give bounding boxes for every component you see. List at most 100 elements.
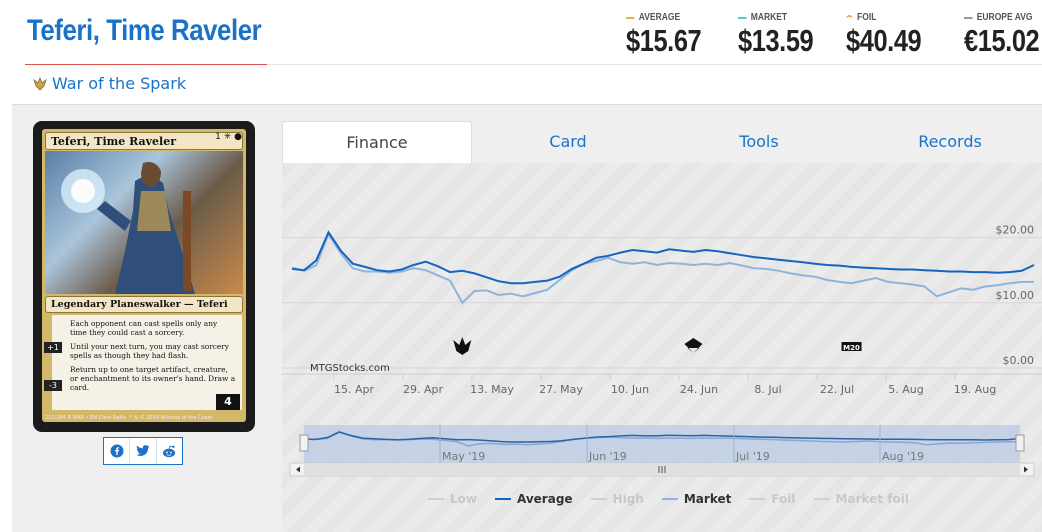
set-name-link[interactable]: War of the Spark — [52, 74, 187, 93]
navigator-line — [303, 431, 1021, 443]
x-tick-label: 5. Aug — [888, 383, 923, 396]
legend-item-low[interactable]: Low — [428, 492, 477, 506]
rules-static: Each opponent can cast spells only any t… — [70, 319, 218, 337]
x-tick-label: 8. Jul — [754, 383, 781, 396]
y-tick-label: $0.00 — [1003, 354, 1035, 367]
legend-swatch — [661, 498, 678, 500]
core-set-2020-icon[interactable]: M20 — [841, 342, 862, 352]
x-tick-label: 13. May — [470, 383, 514, 396]
card-frame: Teferi, Time Raveler 1 ✳ ● Legendary Pla… — [42, 129, 246, 422]
legend-label: Market — [683, 492, 732, 506]
series-line-market — [291, 232, 1034, 305]
facebook-icon — [110, 444, 124, 458]
price-value-foil: $40.49 — [846, 23, 922, 58]
legend-label: Market foil — [835, 492, 909, 506]
price-value-average: $15.67 — [626, 23, 702, 58]
card-title: Teferi, Time Raveler — [27, 14, 262, 47]
price-europe: EUROPE AVG €15.02 — [964, 12, 1042, 59]
navigator-tick-label: Jul '19 — [735, 450, 770, 463]
loyalty-minus: -3 — [44, 380, 62, 391]
legend-swatch — [428, 498, 444, 500]
legend-swatch — [749, 498, 766, 500]
rules-plus-one: Until your next turn, you may cast sorce… — [70, 342, 229, 360]
price-label-average: AVERAGE — [638, 12, 681, 23]
page-header: Teferi, Time Raveler War of the Spark AV… — [0, 0, 1042, 104]
navigator-selection[interactable] — [304, 425, 1020, 463]
modern-horizons-set-icon[interactable] — [684, 338, 703, 353]
x-tick-label: 10. Jun — [611, 383, 649, 396]
navigator-tick-label: May '19 — [442, 450, 485, 463]
price-label-europe: EUROPE AVG — [976, 12, 1033, 23]
legend-swatch — [590, 498, 607, 500]
card-image[interactable]: Teferi, Time Raveler 1 ✳ ● Legendary Pla… — [33, 121, 255, 432]
x-tick-label: 15. Apr — [334, 383, 374, 396]
x-tick-label: 29. Apr — [403, 383, 443, 396]
card-type-line: Legendary Planeswalker — Teferi — [45, 296, 243, 313]
navigator-line — [303, 431, 1020, 447]
header-divider — [267, 64, 1042, 65]
chart-watermark: MTGStocks.com — [310, 363, 390, 374]
price-chart-svg[interactable]: $20.00 $10.00 $0.00 MTGStocks.com 15. Apr 29.… — [282, 163, 1042, 532]
legend-swatch — [813, 498, 830, 500]
y-tick-label: $20.00 — [996, 224, 1035, 237]
card-name-line: Teferi, Time Raveler — [45, 132, 243, 150]
legend-item-market-foil[interactable]: Market foil — [813, 492, 909, 506]
tab-card[interactable]: Card — [549, 132, 587, 151]
series-line-average — [291, 230, 1035, 285]
rules-minus-three: Return up to one target artifact, creatu… — [70, 365, 236, 392]
twitter-icon — [136, 445, 150, 456]
price-average: AVERAGE $15.67 — [626, 12, 718, 59]
legend-item-market[interactable]: Market — [661, 492, 732, 506]
price-label-foil: FOIL — [857, 12, 877, 23]
starting-loyalty: 4 — [216, 394, 240, 410]
legend-label: Low — [450, 492, 477, 506]
scroll-left-arrow-icon[interactable] — [296, 466, 300, 473]
price-market: MARKET $13.59 — [738, 12, 830, 59]
loyalty-plus: +1 — [44, 342, 62, 353]
war-of-the-spark-set-icon[interactable] — [453, 337, 472, 355]
card-artwork — [45, 151, 243, 294]
market-dash — [738, 16, 747, 19]
set-icon-label: M20 — [843, 344, 860, 352]
legend-label: Foil — [771, 492, 796, 506]
price-value-europe: €15.02 — [964, 23, 1040, 58]
legend-item-average[interactable]: Average — [494, 492, 573, 506]
legend-swatch — [494, 498, 511, 500]
x-tick-label: 27. May — [539, 383, 583, 396]
tab-finance[interactable]: Finance — [282, 121, 472, 163]
chart-legend: Low Average High Market Foil Market foil — [428, 492, 909, 506]
legend-label: High — [612, 492, 644, 506]
set-link-row[interactable]: War of the Spark — [32, 74, 186, 93]
price-label-market: MARKET — [750, 12, 788, 23]
war-of-the-spark-set-icon — [33, 76, 47, 91]
price-value-market: $13.59 — [738, 23, 814, 58]
legend-item-high[interactable]: High — [590, 492, 644, 506]
price-summary: AVERAGE $15.67 MARKET $13.59 FOIL $40.49… — [0, 12, 1042, 62]
share-facebook-button[interactable] — [104, 438, 131, 464]
set-icon-shape — [684, 338, 703, 353]
share-reddit-button[interactable] — [157, 438, 182, 464]
set-icon-badge — [841, 342, 862, 351]
navigator-right-handle[interactable] — [1015, 434, 1025, 452]
price-foil: FOIL $40.49 — [846, 12, 938, 59]
x-tick-label: 22. Jul — [820, 383, 854, 396]
share-buttons — [103, 437, 183, 465]
share-twitter-button[interactable] — [130, 438, 157, 464]
y-tick-label: $10.00 — [996, 289, 1035, 302]
tab-records[interactable]: Records — [918, 132, 982, 151]
foil-dash — [846, 14, 853, 21]
card-rules-box: Each opponent can cast spells only any t… — [52, 315, 242, 410]
navigator[interactable]: May '19 Jun '19 Jul '19 Aug '19 — [289, 425, 1035, 477]
legend-item-foil[interactable]: Foil — [749, 492, 796, 506]
navigator-left-handle[interactable] — [299, 434, 309, 452]
mana-cost: 1 ✳ ● — [215, 132, 242, 142]
price-chart[interactable]: $20.00 $10.00 $0.00 MTGStocks.com 15. Apr 29.… — [282, 163, 1042, 532]
teferi-artwork — [61, 162, 195, 294]
europe-dash — [964, 16, 973, 19]
x-tick-label: 24. Jun — [680, 383, 718, 396]
tab-tools[interactable]: Tools — [739, 132, 779, 151]
title-underline — [25, 64, 267, 65]
scroll-right-arrow-icon[interactable] — [1024, 466, 1028, 473]
reddit-icon — [163, 445, 176, 457]
set-icon-shape — [453, 337, 472, 355]
